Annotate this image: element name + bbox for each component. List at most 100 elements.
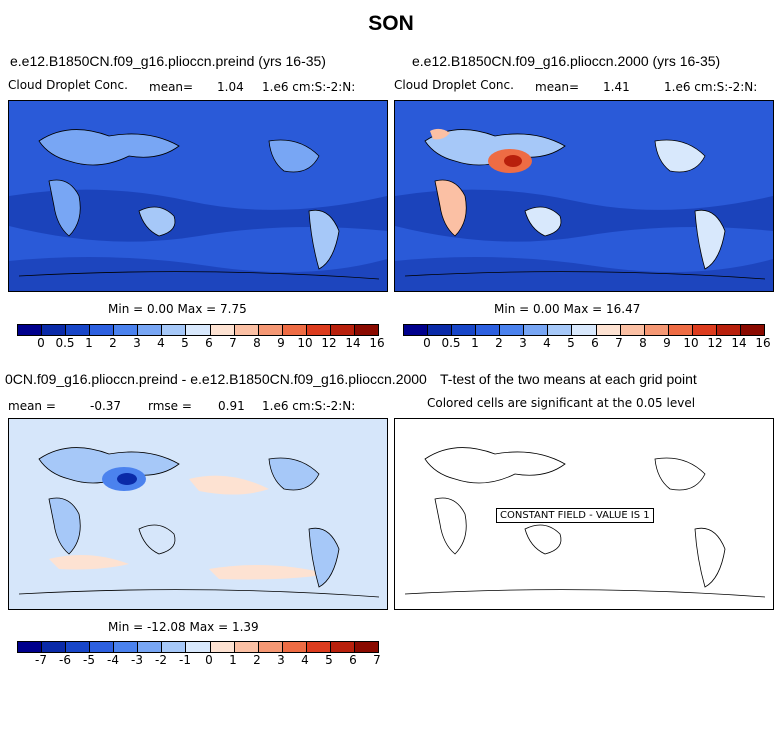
- colorbar-swatch: [644, 325, 669, 335]
- panel1-mean-value: 1.04: [217, 80, 244, 94]
- colorbar-swatch: [186, 642, 211, 652]
- colorbar-tick-label: 12: [321, 336, 337, 350]
- colorbar-tick-label: -1: [179, 653, 191, 667]
- colorbar-swatch: [330, 325, 355, 335]
- colorbar-tick-label: 5: [567, 336, 575, 350]
- panel2-minmax: Min = 0.00 Max = 16.47: [494, 302, 641, 316]
- colorbar-swatch: [572, 325, 597, 335]
- colorbar-swatch: [354, 642, 378, 652]
- colorbar-tick-label: 7: [229, 336, 237, 350]
- colorbar-tick-label: 4: [157, 336, 165, 350]
- colorbar-tick-label: 0: [423, 336, 431, 350]
- colorbar-swatch: [282, 325, 307, 335]
- colorbar-tick-label: 7: [615, 336, 623, 350]
- colorbar-tick-label: 5: [325, 653, 333, 667]
- colorbar-tick-label: 2: [253, 653, 261, 667]
- panel2-title: e.e12.B1850CN.f09_g16.plioccn.2000 (yrs …: [412, 53, 721, 69]
- colorbar-swatch: [90, 642, 115, 652]
- colorbar-tick-label: 4: [301, 653, 309, 667]
- colorbar-tick-label: 14: [731, 336, 747, 350]
- colorbar-swatch: [716, 325, 741, 335]
- colorbar-tick-label: 6: [349, 653, 357, 667]
- colorbar-swatch: [162, 642, 187, 652]
- colorbar-tick-label: 2: [495, 336, 503, 350]
- panel3-title: 0CN.f09_g16.plioccn.preind - e.e12.B1850…: [5, 371, 427, 387]
- panel3-minmax: Min = -12.08 Max = 1.39: [108, 620, 259, 634]
- panel4-title: T-test of the two means at each grid poi…: [440, 371, 697, 387]
- panel3-colorbar-ticks: -7 -6 -5 -4 -3 -2 -1 0 1 2 3 4 5 6 7: [17, 653, 381, 667]
- colorbar-tick-label: 1: [471, 336, 479, 350]
- panel1-units: 1.e6 cm:S:-2:N:: [262, 80, 356, 94]
- colorbar-swatch: [620, 325, 645, 335]
- colorbar-swatch: [234, 642, 259, 652]
- colorbar-swatch: [452, 325, 477, 335]
- colorbar-swatch: [18, 642, 43, 652]
- colorbar-swatch: [114, 642, 139, 652]
- panel2-mean-label: mean=: [535, 80, 580, 94]
- colorbar-swatch: [138, 325, 163, 335]
- panel2-units: 1.e6 cm:S:-2:N:: [664, 80, 758, 94]
- colorbar-tick-label: 16: [755, 336, 771, 350]
- panel3-rmse-label: rmse =: [148, 399, 192, 413]
- colorbar-tick-label: 0: [205, 653, 213, 667]
- panel2-mean-value: 1.41: [603, 80, 630, 94]
- colorbar-tick-label: 8: [639, 336, 647, 350]
- panel3-units: 1.e6 cm:S:-2:N:: [262, 399, 356, 413]
- colorbar-tick-label: -2: [155, 653, 167, 667]
- colorbar-swatch: [114, 325, 139, 335]
- panel1-colorbar-ticks: 0 0.5 1 2 3 4 5 6 7 8 9 10 12 14 16: [17, 336, 384, 350]
- colorbar-swatch: [138, 642, 163, 652]
- colorbar-tick-label: 3: [519, 336, 527, 350]
- colorbar-tick-label: 3: [133, 336, 141, 350]
- colorbar-tick-label: 10: [683, 336, 699, 350]
- colorbar-swatch: [330, 642, 355, 652]
- colorbar-swatch: [210, 642, 235, 652]
- colorbar-swatch: [306, 642, 331, 652]
- colorbar-tick-label: 6: [205, 336, 213, 350]
- colorbar-swatch: [42, 325, 67, 335]
- colorbar-tick-label: 4: [543, 336, 551, 350]
- panel3-mean-label: mean =: [8, 399, 56, 413]
- colorbar-tick-label: -5: [83, 653, 95, 667]
- colorbar-tick-label: 0.5: [55, 336, 75, 350]
- constant-field-label: CONSTANT FIELD - VALUE IS 1: [496, 508, 654, 523]
- colorbar-swatch: [258, 642, 283, 652]
- panel2-colorbar-ticks: 0 0.5 1 2 3 4 5 6 7 8 9 10 12 14 16: [403, 336, 770, 350]
- colorbar-swatch: [186, 325, 211, 335]
- colorbar-tick-label: 1: [229, 653, 237, 667]
- colorbar-swatch: [548, 325, 573, 335]
- panel1-title: e.e12.B1850CN.f09_g16.plioccn.preind (yr…: [10, 53, 326, 69]
- panel3-rmse-value: 0.91: [218, 399, 245, 413]
- page-title: SON: [368, 12, 414, 35]
- colorbar-swatch: [306, 325, 331, 335]
- colorbar-tick-label: 12: [707, 336, 723, 350]
- panel2-variable-label: Cloud Droplet Conc.: [394, 78, 514, 92]
- colorbar-tick-label: -6: [59, 653, 71, 667]
- colorbar-tick-label: 8: [253, 336, 261, 350]
- colorbar-swatch: [234, 325, 259, 335]
- panel1-map: [8, 100, 388, 292]
- colorbar-tick-label: -3: [131, 653, 143, 667]
- colorbar-swatch: [740, 325, 764, 335]
- colorbar-swatch: [404, 325, 429, 335]
- panel4-subtitle: Colored cells are significant at the 0.0…: [427, 396, 696, 410]
- colorbar-tick-label: 7: [373, 653, 381, 667]
- colorbar-swatch: [66, 325, 91, 335]
- colorbar-tick-label: 9: [277, 336, 285, 350]
- colorbar-swatch: [210, 325, 235, 335]
- colorbar-swatch: [524, 325, 549, 335]
- colorbar-swatch: [42, 642, 67, 652]
- colorbar-tick-label: 5: [181, 336, 189, 350]
- colorbar-swatch: [18, 325, 43, 335]
- panel3-map: [8, 418, 388, 610]
- colorbar-swatch: [66, 642, 91, 652]
- colorbar-tick-label: 9: [663, 336, 671, 350]
- colorbar-tick-label: -4: [107, 653, 119, 667]
- colorbar-tick-label: 1: [85, 336, 93, 350]
- panel4-map: CONSTANT FIELD - VALUE IS 1: [394, 418, 774, 610]
- colorbar-swatch: [354, 325, 378, 335]
- colorbar-tick-label: 0.5: [441, 336, 461, 350]
- colorbar-swatch: [428, 325, 453, 335]
- colorbar-swatch: [692, 325, 717, 335]
- panel2-colorbar: [403, 324, 765, 336]
